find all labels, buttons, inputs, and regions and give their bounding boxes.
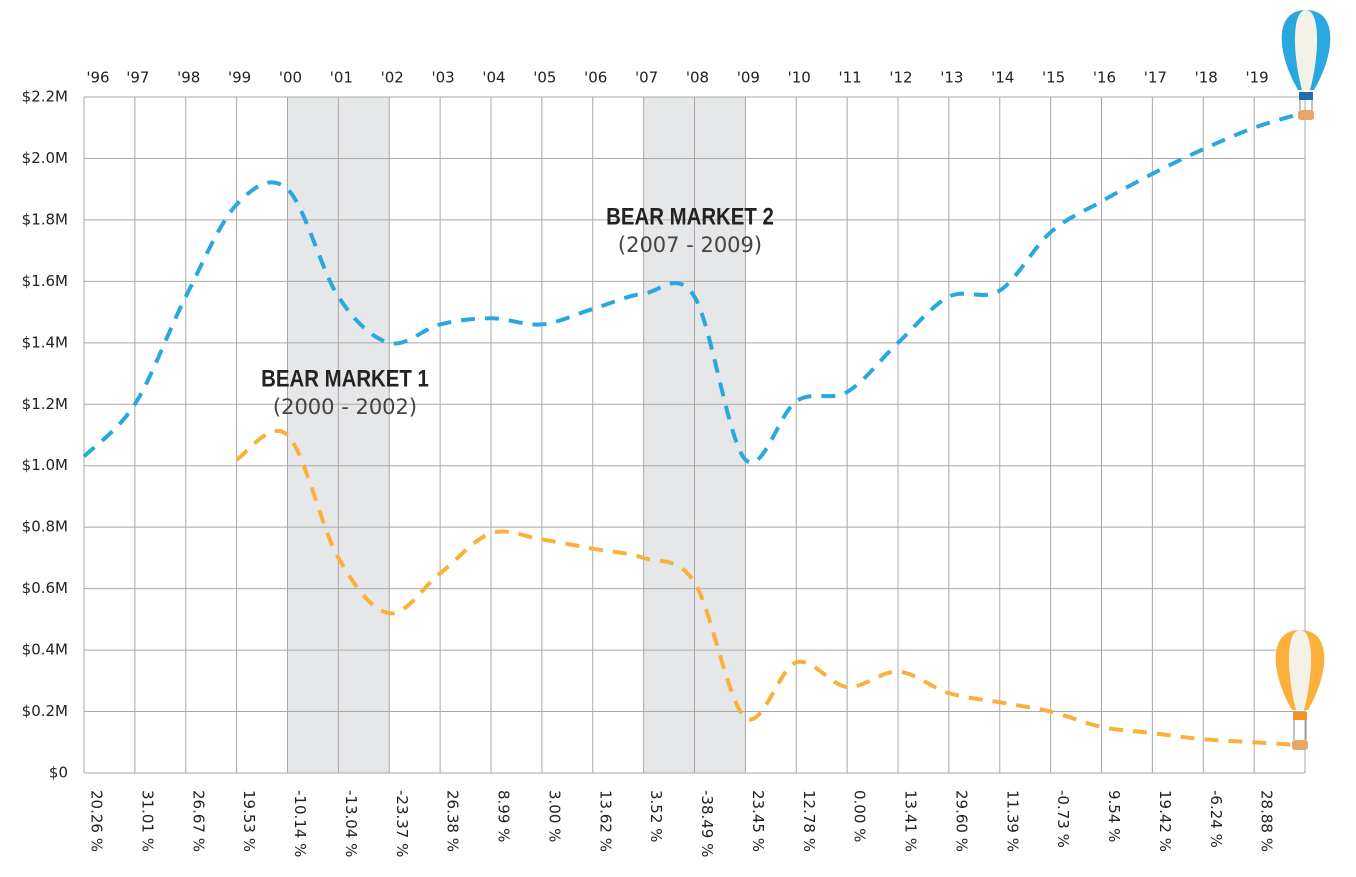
y-tick-label: $1.0M [22,456,68,474]
line-layer [82,110,1306,748]
return-label: 26.38 % [444,790,462,852]
y-tick-label: $1.2M [22,395,68,413]
label-layer: BEAR MARKET 1 (2000 - 2002) BEAR MARKET 2 (… [22,69,1276,858]
x-tick-label: '05 [533,69,556,87]
return-label: 19.42 % [1156,790,1174,852]
y-tick-label: $1.8M [22,210,68,228]
x-tick-label: '07 [635,69,658,87]
shaded-layer [287,97,746,773]
return-label: 19.53 % [240,790,258,852]
return-label: 23.45 % [749,790,767,852]
orange-balloon [1275,630,1325,750]
data-line [82,110,1306,465]
x-tick-label: '98 [177,69,200,87]
y-tick-label: $1.6M [22,272,68,290]
x-tick-label: '06 [584,69,607,87]
x-tick-label: '18 [1195,69,1218,87]
grid-layer [83,96,1306,774]
return-label: 3.00 % [545,790,563,842]
return-label: 3.52 % [647,790,665,842]
return-label: 8.99 % [495,790,513,842]
region-label: BEAR MARKET 1 [261,365,429,392]
return-label: -13.04 % [342,790,360,857]
region-sublabel: (2000 - 2002) [273,395,417,419]
return-label: -0.73 % [1054,790,1072,848]
x-tick-label: '97 [126,69,149,87]
return-label: 12.78 % [800,790,818,852]
return-label: 13.62 % [596,790,614,852]
region-sublabel: (2007 - 2009) [618,233,762,257]
x-tick-label: '96 [86,69,109,87]
return-label: -23.37 % [393,790,411,857]
x-tick-label: '01 [330,69,353,87]
return-label: 11.39 % [1003,790,1021,852]
return-label: 31.01 % [138,790,156,852]
y-tick-label: $0 [49,764,68,782]
x-tick-label: '13 [940,69,963,87]
x-tick-label: '09 [737,69,760,87]
y-tick-label: $0.8M [22,518,68,536]
x-tick-label: '11 [839,69,862,87]
y-tick-label: $0.4M [22,641,68,659]
return-label: 13.41 % [902,790,920,852]
x-tick-label: '08 [686,69,709,87]
x-tick-label: '04 [482,69,505,87]
x-tick-label: '15 [1042,69,1065,87]
x-tick-label: '03 [432,69,455,87]
x-tick-label: '10 [788,69,811,87]
return-label: 0.00 % [851,790,869,842]
x-tick-label: '00 [279,69,302,87]
y-tick-label: $0.2M [22,702,68,720]
return-label: 9.54 % [1105,790,1123,842]
return-label: 28.88 % [1258,790,1276,852]
x-tick-label: '14 [991,69,1014,87]
x-tick-label: '16 [1093,69,1116,87]
x-tick-label: '12 [889,69,912,87]
region-label: BEAR MARKET 2 [606,203,774,230]
return-label: -38.49 % [698,790,716,857]
x-tick-label: '99 [228,69,251,87]
data-line [235,429,1306,748]
x-tick-label: '19 [1246,69,1269,87]
y-tick-label: $1.4M [22,333,68,351]
x-tick-label: '02 [381,69,404,87]
blue-balloon [1281,10,1331,120]
return-label: -6.24 % [1207,790,1225,848]
return-label: 29.60 % [952,790,970,852]
return-label: 26.67 % [189,790,207,852]
y-tick-label: $2.2M [22,88,68,106]
y-tick-label: $2.0M [22,149,68,167]
x-tick-label: '17 [1144,69,1167,87]
return-label: 20.26 % [88,790,106,852]
return-label: -10.14 % [291,790,309,857]
y-tick-label: $0.6M [22,579,68,597]
